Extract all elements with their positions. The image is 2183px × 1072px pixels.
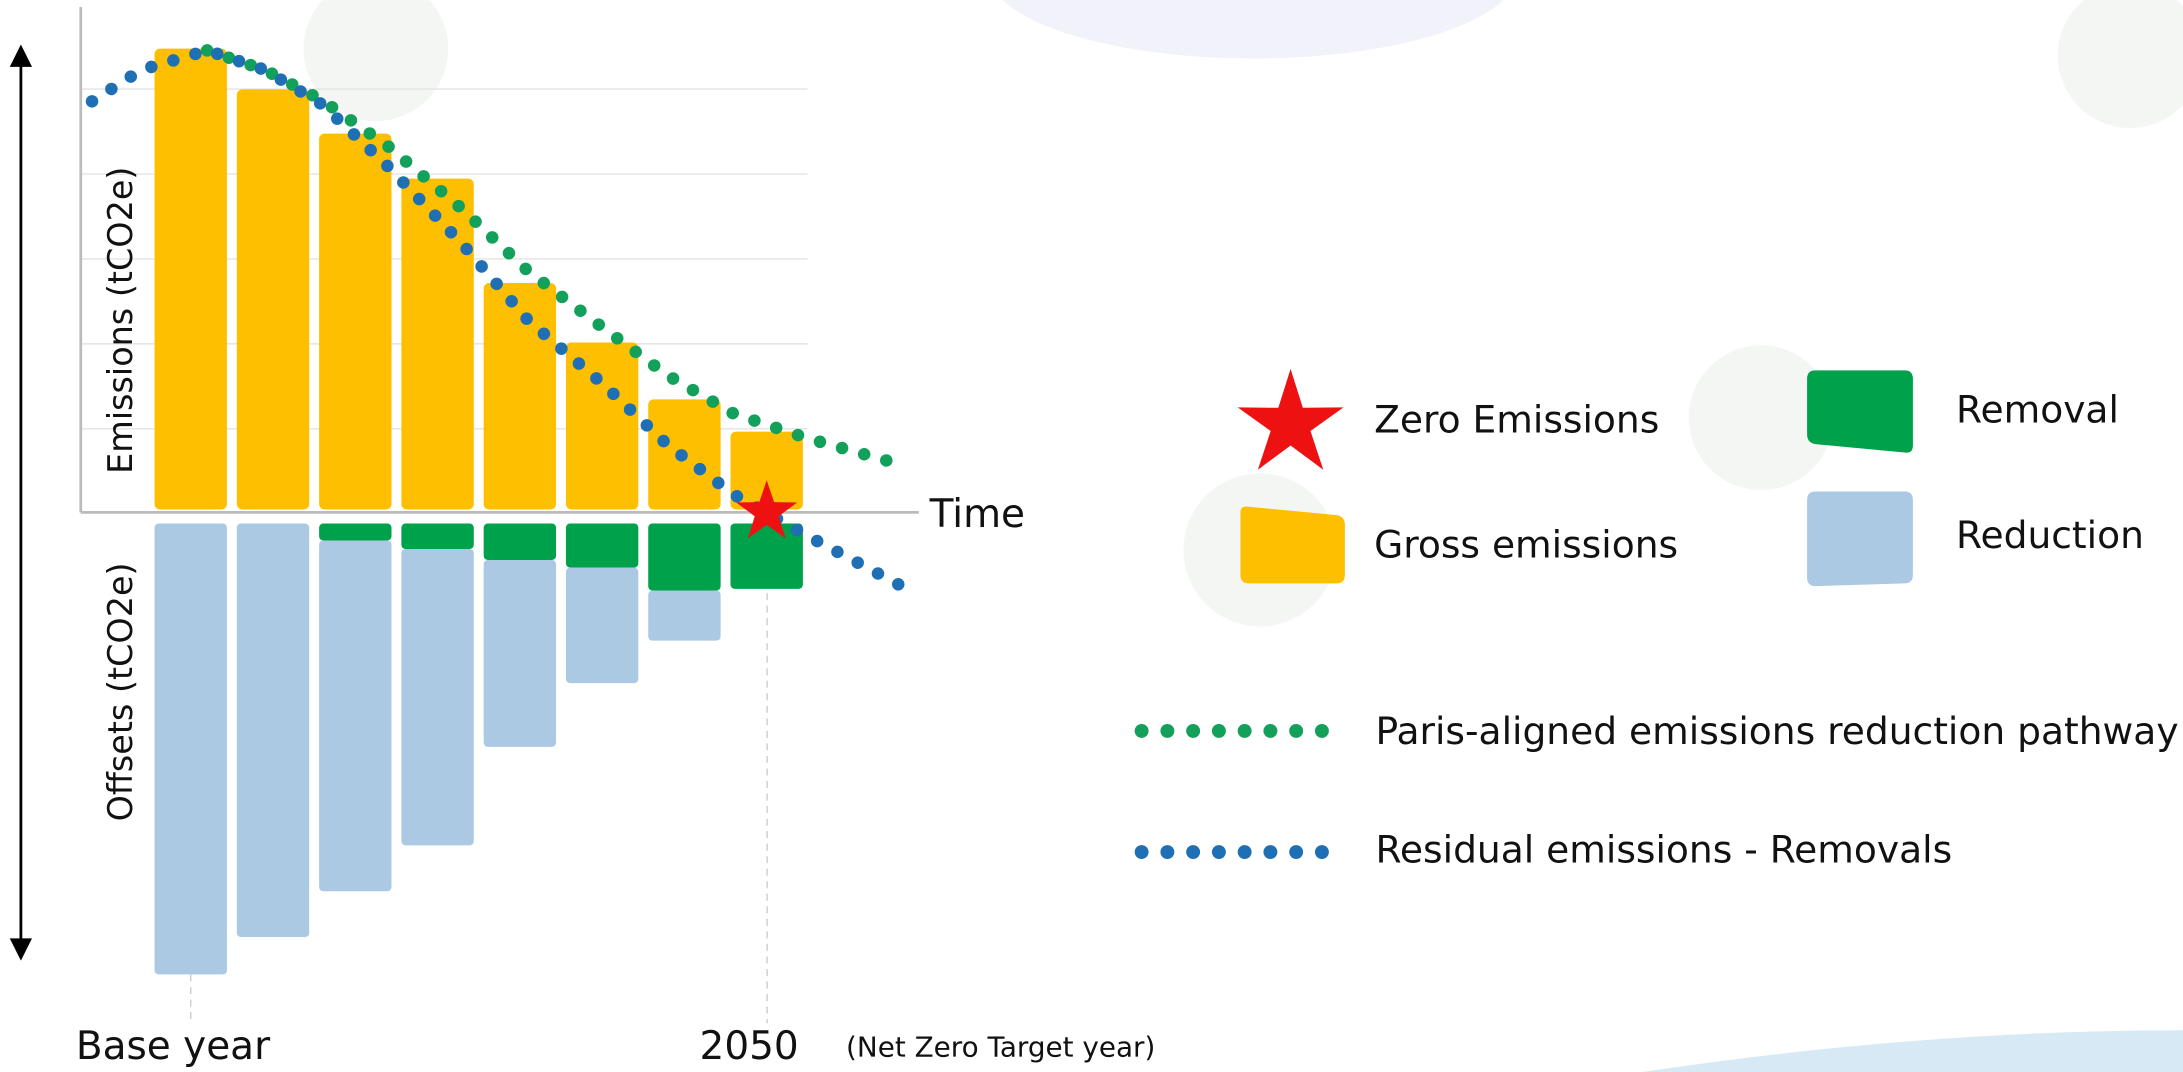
reduction-bar	[236, 523, 310, 938]
legend-dot	[1263, 845, 1278, 859]
legend-dot	[1314, 845, 1329, 859]
reduction-bar	[401, 548, 474, 846]
gross-bar	[154, 48, 227, 510]
double-arrow	[9, 44, 33, 961]
legend-label: Removal	[1956, 388, 2119, 432]
legend-label: Paris-aligned emissions reduction pathwa…	[1376, 709, 2179, 753]
pathway-line	[200, 44, 905, 471]
legend-dot	[1289, 723, 1304, 738]
x-axis-label: Time	[929, 492, 1025, 537]
legend-label: Gross emissions	[1374, 523, 1678, 567]
legend-swatch	[1807, 370, 1913, 453]
gross-bar	[236, 89, 310, 510]
reduction-bar	[154, 523, 227, 975]
x-tick-label: Base year	[76, 1024, 271, 1069]
reduction-bar	[319, 540, 392, 892]
x-tick-label: 2050	[700, 1024, 799, 1069]
gross-bar	[401, 178, 474, 510]
legend-dot	[1134, 723, 1149, 738]
legend-dot	[1237, 723, 1252, 738]
zero-emissions-star	[736, 480, 798, 539]
legend-dot	[1211, 723, 1226, 738]
legend-label: Zero Emissions	[1374, 397, 1659, 441]
legend-dot	[1263, 723, 1278, 738]
legend-swatch	[1240, 506, 1345, 584]
gross-bar	[319, 133, 392, 510]
legend-label: Reduction	[1956, 513, 2144, 557]
legend-star	[1237, 368, 1344, 470]
reduction-bar	[565, 567, 639, 684]
legend-dot	[1134, 845, 1149, 859]
y-axis-label: Emissions (tCO2e)	[101, 167, 140, 474]
legend-dot	[1186, 845, 1201, 859]
legend-dot	[1160, 723, 1175, 738]
removal-bar	[401, 523, 474, 549]
legend-dot	[1314, 723, 1329, 738]
legend-dot	[1160, 845, 1175, 859]
offsets-axis-label: Offsets (tCO2e)	[101, 562, 140, 821]
legend-dot	[1289, 845, 1304, 859]
legend-swatch	[1807, 491, 1913, 587]
gross-bar	[483, 283, 557, 510]
removal-bar	[319, 523, 392, 541]
legend-dot	[1211, 845, 1226, 859]
removal-bar	[565, 523, 639, 568]
gross-bar	[565, 342, 639, 510]
target-note: (Net Zero Target year)	[846, 1030, 1155, 1063]
legend-dot	[1186, 723, 1201, 738]
legend-label: Residual emissions - Removals	[1376, 828, 1953, 872]
removal-bar	[648, 523, 721, 591]
legend-dot	[1237, 845, 1252, 859]
removal-bar	[483, 523, 557, 560]
legend: Zero Emissions Gross emissions Removal R…	[1134, 368, 2179, 872]
reduction-bar	[483, 559, 557, 747]
reduction-bar	[648, 590, 721, 641]
gross-bar	[730, 431, 803, 510]
removal-bar	[730, 523, 803, 589]
pathway-line	[85, 43, 913, 596]
